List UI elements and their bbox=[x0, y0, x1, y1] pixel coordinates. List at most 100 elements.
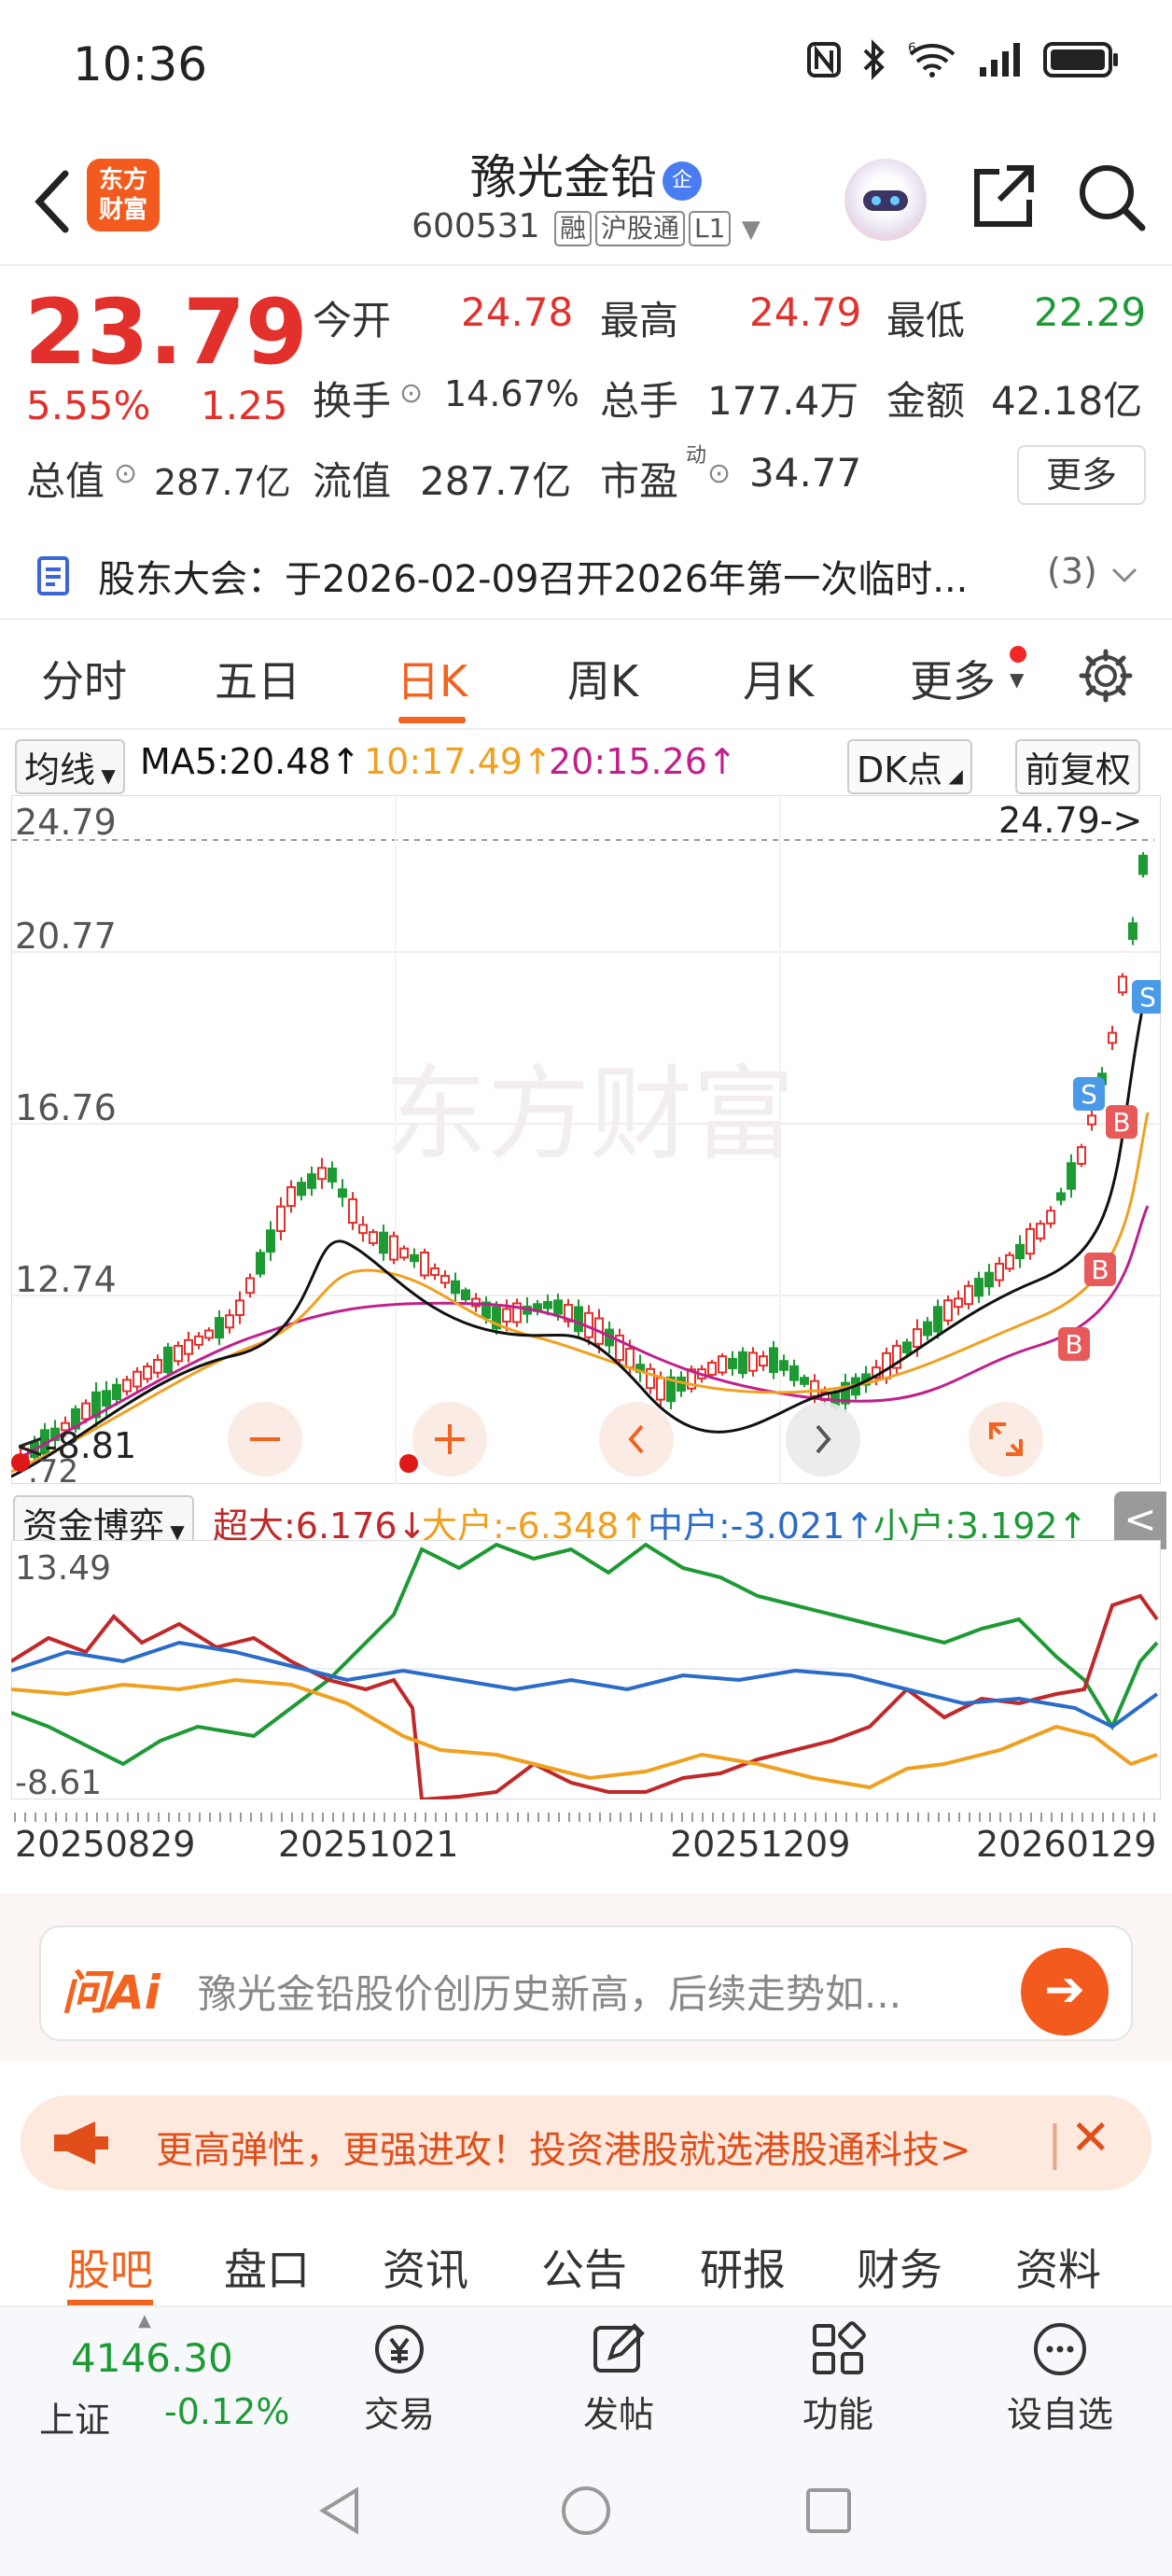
cell-signal-icon bbox=[980, 43, 1020, 77]
caret-down-icon: ▼ bbox=[95, 764, 116, 787]
tab-monthly-k[interactable]: 月K bbox=[743, 656, 815, 707]
tab-intraday[interactable]: 分时 bbox=[41, 656, 127, 707]
pan-left-button[interactable] bbox=[599, 1402, 674, 1477]
wifi-6-label: 6 bbox=[908, 41, 916, 56]
candle-body bbox=[1077, 1146, 1086, 1165]
post-label: 发帖 bbox=[582, 2394, 654, 2435]
float-value: 287.7亿 bbox=[420, 458, 572, 504]
info-circle-icon[interactable]: ⊙ bbox=[707, 457, 732, 490]
candle-body bbox=[451, 1280, 460, 1295]
trade-button[interactable]: 交易 bbox=[325, 2320, 474, 2437]
status-bar: 10:36 6 bbox=[0, 0, 1172, 131]
fullscreen-button[interactable] bbox=[969, 1402, 1043, 1477]
candle-body bbox=[369, 1231, 378, 1244]
notice-count: (3) bbox=[1047, 551, 1097, 592]
tag-connect: 沪股通 bbox=[595, 211, 686, 246]
candle-body bbox=[420, 1251, 429, 1277]
functions-button[interactable]: 功能 bbox=[763, 2320, 913, 2437]
fund-flow-chart[interactable]: 13.49 -8.61 bbox=[11, 1540, 1161, 1799]
nav-home-icon[interactable] bbox=[558, 2483, 614, 2539]
tab-more[interactable]: 更多 bbox=[910, 656, 996, 707]
notice-text: 股东大会：于2026-02-09召开2026年第一次临时... bbox=[98, 558, 969, 601]
stock-subtitle[interactable]: 600531 融沪股通 L1 ▼ bbox=[0, 207, 1172, 246]
tab-announcements[interactable]: 公告 bbox=[541, 2245, 627, 2295]
indicator-selector[interactable]: 均线 ▼ bbox=[15, 739, 125, 794]
candlestick-chart[interactable]: 东方财富 24.79 20.77 16.76 12.74 .72 24.79->… bbox=[11, 795, 1161, 1484]
change-percent: 5.55% bbox=[26, 383, 151, 428]
large-flow-line bbox=[11, 1677, 1158, 1790]
dk-point-toggle[interactable]: DK点 ◢ bbox=[847, 739, 972, 794]
tab-daily-k[interactable]: 日K bbox=[397, 656, 468, 707]
back-arrow-icon[interactable] bbox=[24, 164, 80, 239]
candle-body bbox=[954, 1297, 963, 1309]
candle-body bbox=[112, 1383, 121, 1400]
arrow-right-icon[interactable]: ➔ bbox=[1021, 1948, 1109, 2036]
low-value: 22.29 bbox=[1034, 289, 1147, 335]
caret-down-icon: ▼ bbox=[1010, 668, 1025, 691]
buy-signal[interactable]: B bbox=[1058, 1327, 1090, 1361]
tab-weekly-k[interactable]: 周K bbox=[567, 656, 639, 707]
candle-body bbox=[666, 1376, 676, 1403]
tab-news[interactable]: 资讯 bbox=[383, 2245, 468, 2295]
sell-signal[interactable]: S bbox=[1132, 980, 1161, 1014]
app-logo[interactable]: 东方 财富 bbox=[87, 159, 160, 231]
gear-icon[interactable] bbox=[1078, 648, 1134, 704]
nav-back-icon[interactable] bbox=[314, 2483, 370, 2539]
candle-body bbox=[174, 1344, 183, 1363]
tab-research[interactable]: 研报 bbox=[700, 2245, 786, 2295]
candle-body bbox=[389, 1235, 398, 1261]
caret-icon: ◢ bbox=[942, 764, 963, 787]
share-icon[interactable] bbox=[966, 159, 1040, 233]
tag-level: L1 bbox=[689, 211, 732, 246]
search-icon[interactable] bbox=[1073, 159, 1148, 233]
candle-body bbox=[245, 1277, 255, 1295]
zoom-out-button[interactable] bbox=[228, 1402, 302, 1477]
ai-logo: 问Ai bbox=[62, 1966, 160, 2020]
buy-signal[interactable]: B bbox=[1106, 1105, 1137, 1139]
promo-banner[interactable]: 更高弹性，更强进攻！投资港股就选港股通科技> | ✕ bbox=[21, 2095, 1151, 2191]
active-tab-underline bbox=[67, 2300, 153, 2305]
logo-line1: 东方 bbox=[98, 166, 147, 194]
ai-question-box[interactable]: 问Ai 豫光金铅股价创历史新高，后续走势如... ➔ bbox=[39, 1925, 1133, 2041]
tab-pankou[interactable]: 盘口 bbox=[224, 2245, 310, 2295]
tab-profile[interactable]: 资料 bbox=[1015, 2245, 1101, 2295]
low-label: 最低 bbox=[886, 298, 966, 343]
candle-body bbox=[1036, 1223, 1045, 1239]
close-icon[interactable]: ✕ bbox=[1070, 2110, 1111, 2166]
nav-recents-icon[interactable] bbox=[801, 2483, 857, 2539]
adjust-selector[interactable]: 前复权 bbox=[1015, 739, 1141, 794]
marker-dot bbox=[11, 1453, 30, 1472]
buy-signal[interactable]: B bbox=[1084, 1253, 1116, 1286]
small-flow-line bbox=[11, 1542, 1159, 1767]
ma5-line bbox=[11, 981, 1150, 1478]
add-watchlist-button[interactable]: 设自选 bbox=[985, 2320, 1135, 2437]
sell-signal[interactable]: S bbox=[1073, 1077, 1105, 1111]
wifi-icon: 6 bbox=[908, 41, 956, 77]
info-circle-icon[interactable]: ⊙ bbox=[114, 457, 138, 490]
stock-code: 600531 bbox=[412, 207, 540, 245]
candle-body bbox=[964, 1284, 973, 1306]
post-button[interactable]: 发帖 bbox=[544, 2320, 693, 2437]
pan-right-button[interactable] bbox=[786, 1402, 860, 1477]
pe-label: 市盈 bbox=[600, 458, 679, 504]
zoom-in-button[interactable] bbox=[412, 1402, 487, 1477]
candle-body bbox=[1108, 1031, 1117, 1044]
notice-bar[interactable]: 股东大会：于2026-02-09召开2026年第一次临时... (3) bbox=[0, 530, 1172, 620]
trade-label: 交易 bbox=[363, 2394, 435, 2435]
info-circle-icon[interactable]: ⊙ bbox=[399, 377, 424, 410]
candle-body bbox=[902, 1341, 912, 1353]
index-change: -0.12% bbox=[164, 2391, 290, 2432]
index-ticker[interactable]: ▲ 4146.30 上证 -0.12% bbox=[13, 2307, 293, 2445]
medium-flow-line bbox=[11, 1640, 1159, 1729]
tab-five-day[interactable]: 五日 bbox=[215, 656, 300, 707]
ma5-value: MA5:20.48↑ bbox=[140, 741, 361, 782]
tab-financials[interactable]: 财务 bbox=[857, 2245, 942, 2295]
date-label: 20251021 bbox=[278, 1824, 459, 1865]
more-quote-button[interactable]: 更多 bbox=[1017, 445, 1146, 505]
candles bbox=[20, 852, 1148, 1470]
clock: 10:36 bbox=[73, 37, 208, 91]
candle-body bbox=[143, 1365, 152, 1380]
tab-guba[interactable]: 股吧 bbox=[67, 2245, 153, 2295]
candle-body bbox=[1118, 975, 1127, 994]
ai-assistant-avatar[interactable] bbox=[844, 159, 927, 241]
